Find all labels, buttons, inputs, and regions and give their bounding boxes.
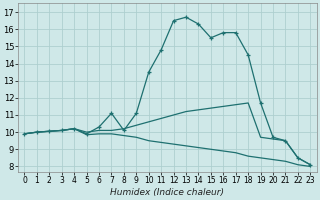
X-axis label: Humidex (Indice chaleur): Humidex (Indice chaleur) (110, 188, 224, 197)
